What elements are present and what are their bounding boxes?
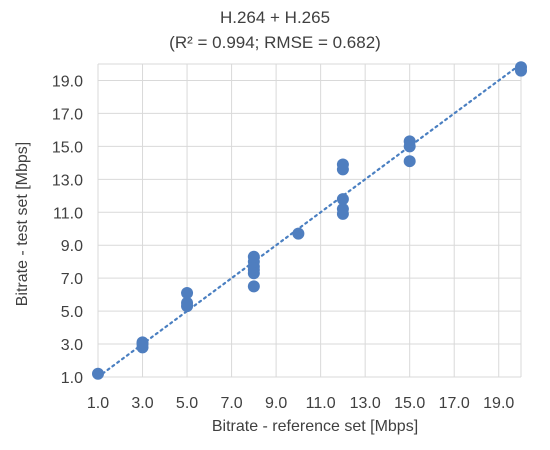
x-axis-label: Bitrate - reference set [Mbps] xyxy=(211,418,419,435)
y-axis-label: Bitrate - test set [Mbps] xyxy=(14,141,31,307)
chart-title: H.264 + H.265 xyxy=(219,8,331,27)
data-point xyxy=(403,135,416,148)
data-point xyxy=(247,280,260,293)
x-tick-label: 15.0 xyxy=(394,395,425,412)
trendline xyxy=(96,62,523,379)
x-tick-label: 17.0 xyxy=(439,395,470,412)
y-tick-label: 5.0 xyxy=(61,304,83,321)
y-tick-label: 15.0 xyxy=(52,139,83,156)
x-tick-label: 3.0 xyxy=(131,395,153,412)
data-point xyxy=(403,155,416,168)
data-point xyxy=(247,250,260,263)
data-point xyxy=(336,202,349,215)
x-tick-label: 1.0 xyxy=(87,395,109,412)
x-tick-label: 11.0 xyxy=(306,395,336,412)
y-tick-label: 13.0 xyxy=(52,172,83,189)
y-tick-label: 1.0 xyxy=(61,370,83,387)
data-point xyxy=(292,227,305,240)
x-tick-label: 7.0 xyxy=(220,395,242,412)
x-tick-label: 9.0 xyxy=(265,395,287,412)
y-tick-label: 19.0 xyxy=(52,73,83,90)
data-point xyxy=(336,193,349,206)
chart-subtitle: (R² = 0.994; RMSE = 0.682) xyxy=(169,33,381,52)
data-point xyxy=(181,296,194,309)
y-tick-label: 17.0 xyxy=(52,106,83,123)
data-point xyxy=(515,61,527,74)
data-point xyxy=(181,286,194,299)
data-point xyxy=(336,158,349,171)
y-tick-label: 7.0 xyxy=(61,271,83,288)
x-tick-label: 19.0 xyxy=(483,395,514,412)
data-point xyxy=(92,367,104,380)
x-tick-label: 5.0 xyxy=(176,395,198,412)
x-tick-label: 13.0 xyxy=(350,395,381,412)
y-tick-label: 9.0 xyxy=(61,238,83,255)
data-point xyxy=(136,336,149,349)
y-tick-label: 3.0 xyxy=(61,337,83,354)
y-tick-label: 11.0 xyxy=(53,205,83,222)
